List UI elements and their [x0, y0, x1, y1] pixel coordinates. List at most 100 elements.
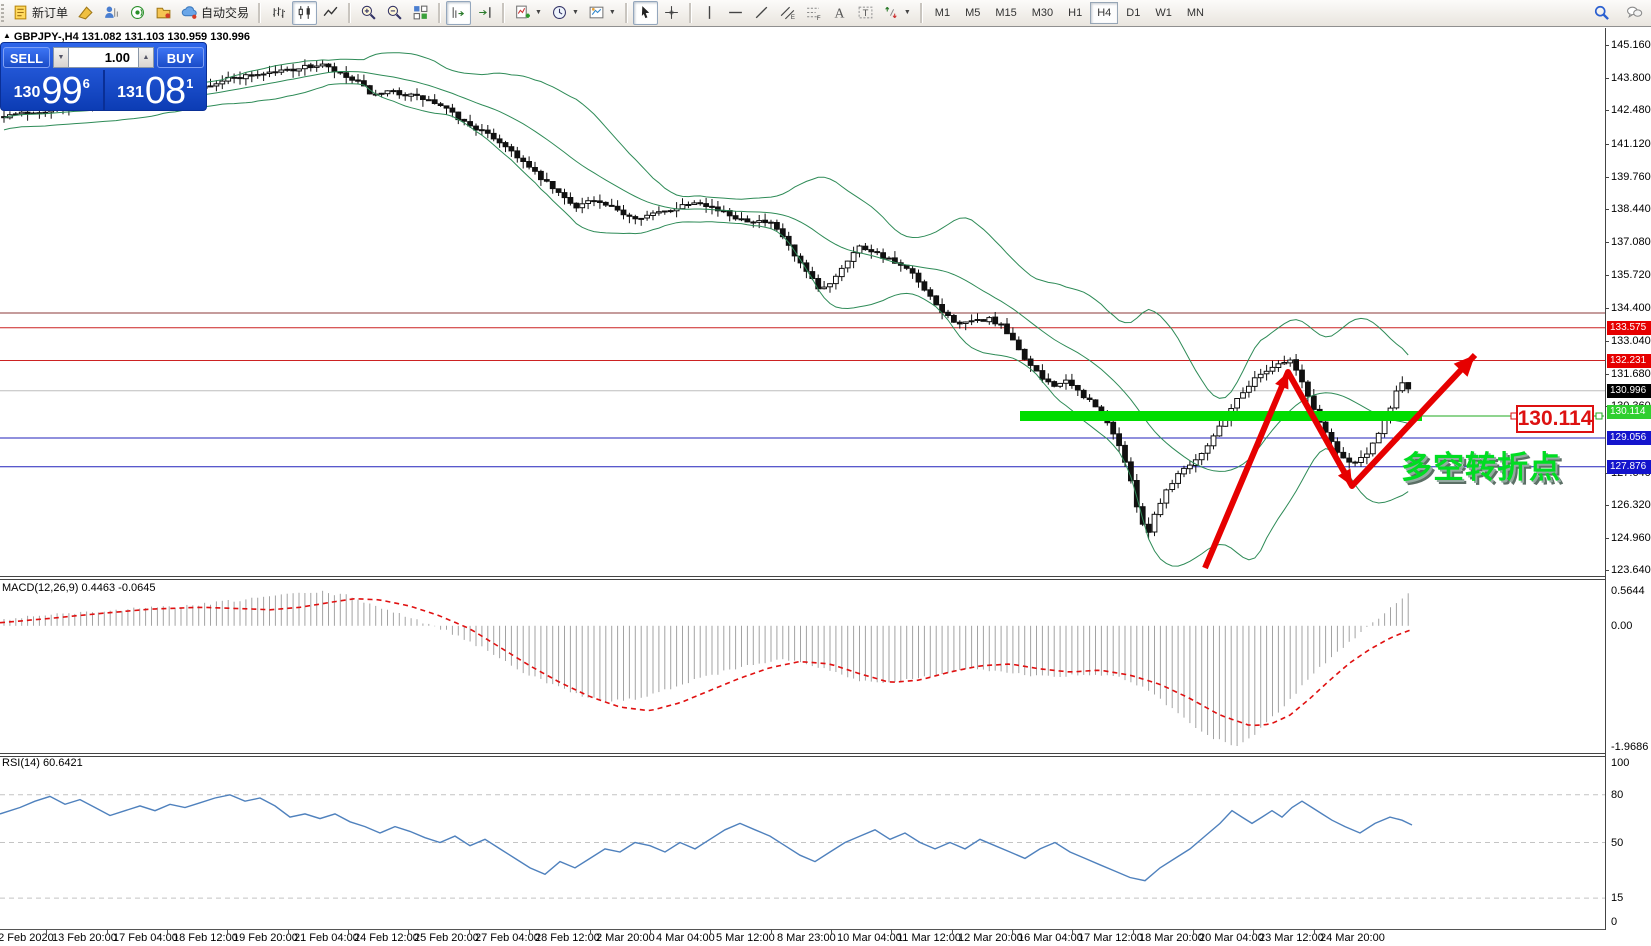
- timeframe-h4-button[interactable]: H4: [1090, 1, 1119, 24]
- time-tick-label: 27 Feb 04:00: [475, 932, 540, 944]
- new-order-button[interactable]: 新订单: [8, 1, 72, 25]
- price-badge: 127.876: [1607, 460, 1651, 474]
- rsi-tick-label: 100: [1611, 757, 1630, 769]
- time-tick-label: 25 Feb 20:00: [414, 932, 479, 944]
- time-tick-label: 12 Mar 20:00: [958, 932, 1023, 944]
- price-tick-label: 123.640: [1611, 564, 1651, 576]
- toolbar-separator: [688, 2, 692, 23]
- buy-button[interactable]: BUY: [157, 47, 204, 68]
- symbol-ohlc-readout: ▲ GBPJPY-,H4 131.082 131.103 130.959 130.…: [3, 31, 250, 43]
- sell-price-sup: 6: [82, 76, 90, 91]
- chevron-down-icon[interactable]: ▼: [571, 9, 579, 16]
- buy-price-sup: 1: [186, 76, 194, 91]
- price-tick-label: 143.800: [1611, 72, 1651, 84]
- turning-point-annotation[interactable]: 多空转折点: [1401, 450, 1561, 485]
- toolbar-separator: [502, 2, 506, 23]
- toolbar-separator: [919, 2, 923, 23]
- price-badge: 130.996: [1607, 384, 1651, 398]
- sell-price[interactable]: 130 99 6: [1, 70, 105, 110]
- time-tick-label: 28 Feb 12:00: [535, 932, 600, 944]
- rsi-indicator-label: RSI(14) 60.6421: [2, 757, 83, 769]
- time-tick-label: 23 Mar 12:00: [1259, 932, 1324, 944]
- rsi-tick-label: 80: [1611, 789, 1624, 801]
- price-badge: 129.056: [1607, 431, 1651, 445]
- time-tick-label: 24 Mar 20:00: [1320, 932, 1385, 944]
- price-tick-label: 126.320: [1611, 499, 1651, 511]
- volume-stepper: ▼ 1.00 ▲: [53, 47, 154, 68]
- chevron-down-icon[interactable]: ▼: [903, 9, 911, 16]
- price-tick-label: 134.400: [1611, 302, 1651, 314]
- timeframe-h1-button[interactable]: H1: [1068, 6, 1083, 19]
- time-tick-label: 4 Mar 04:00: [656, 932, 715, 944]
- timeframe-w1-button[interactable]: W1: [1155, 6, 1172, 19]
- chart-macd-separator[interactable]: [0, 576, 1651, 580]
- time-tick-label: 12 Feb 2020: [0, 932, 54, 944]
- price-tick-label: 124.960: [1611, 532, 1651, 544]
- cursor-button[interactable]: [632, 0, 658, 25]
- price-tick-label: 142.480: [1611, 104, 1651, 116]
- buy-price-prefix: 131: [117, 84, 144, 101]
- macd-indicator-label: MACD(12,26,9) 0.4463 -0.0645: [2, 582, 156, 594]
- time-tick-label: 20 Mar 04:00: [1199, 932, 1264, 944]
- time-tick-label: 11 Mar 12:00: [897, 932, 962, 944]
- time-tick-label: 18 Feb 12:00: [173, 932, 238, 944]
- timeframe-d1-button[interactable]: D1: [1126, 6, 1141, 19]
- timeframe-m30-button[interactable]: M30: [1031, 6, 1054, 19]
- macd-rsi-separator[interactable]: [0, 753, 1651, 757]
- toolbar-separator: [624, 2, 628, 23]
- macd-tick-label: 0.00: [1611, 620, 1633, 632]
- price-tick-label: 131.680: [1611, 368, 1651, 380]
- time-tick-label: 17 Feb 04:00: [113, 932, 178, 944]
- new-order-label: 新订单: [32, 6, 69, 20]
- price-axis[interactable]: 145.160 143.800 142.480 141.120 139.760 138.4…: [1605, 28, 1651, 930]
- autotrading-label: 自动交易: [201, 6, 250, 20]
- volume-increase-button[interactable]: ▲: [138, 47, 154, 68]
- time-tick-label: 8 Mar 23:00: [777, 932, 836, 944]
- sell-price-prefix: 130: [13, 84, 41, 101]
- price-level-flag[interactable]: 130.114: [1516, 405, 1594, 433]
- time-tick-label: 2 Mar 20:00: [596, 932, 655, 944]
- sell-price-big: 99: [41, 70, 82, 112]
- rsi-tick-label: 50: [1611, 837, 1624, 849]
- chevron-down-icon[interactable]: ▼: [535, 9, 542, 16]
- price-tick-label: 133.040: [1611, 335, 1651, 347]
- time-tick-label: 5 Mar 12:00: [716, 932, 775, 944]
- time-tick-label: 10 Mar 04:00: [837, 932, 902, 944]
- price-tick-label: 138.440: [1611, 203, 1651, 215]
- toolbar-separator: [348, 2, 352, 23]
- timeframe-m15-button[interactable]: M15: [995, 6, 1017, 19]
- macd-tick-label: -1.9686: [1611, 741, 1649, 753]
- macd-tick-label: 0.5644: [1611, 585, 1645, 597]
- periods-button[interactable]: ▼: [547, 1, 583, 25]
- indicators-button[interactable]: ▼: [510, 1, 546, 25]
- timeframe-mn-button[interactable]: MN: [1186, 6, 1204, 19]
- autotrading-button[interactable]: 自动交易: [177, 1, 253, 25]
- sell-button[interactable]: SELL: [3, 47, 50, 68]
- chevron-down-icon[interactable]: ▼: [608, 9, 616, 16]
- time-tick-label: 16 Mar 04:00: [1018, 932, 1083, 944]
- buy-price[interactable]: 131 08 1: [105, 70, 207, 110]
- price-badge: 132.231: [1607, 354, 1651, 368]
- time-tick-label: 13 Feb 20:00: [52, 932, 117, 944]
- toolbar: 新订单 自动交易 ▼ ▼ ▼ ▼ M1 M5 M15 M30 H1 H4 D1 W1 MN: [0, 0, 1651, 27]
- candlestick-button[interactable]: [292, 0, 318, 25]
- timeframe-m1-button[interactable]: M1: [934, 6, 951, 19]
- templates-button[interactable]: ▼: [584, 1, 620, 25]
- rsi-tick-label: 0: [1611, 916, 1618, 928]
- timeframe-m5-button[interactable]: M5: [965, 6, 981, 19]
- volume-decrease-button[interactable]: ▼: [53, 47, 69, 68]
- toolbar-grip: [1, 3, 4, 22]
- time-tick-label: 21 Feb 04:00: [294, 932, 359, 944]
- time-tick-label: 18 Mar 20:00: [1139, 932, 1204, 944]
- rsi-tick-label: 15: [1611, 892, 1624, 904]
- volume-field[interactable]: 1.00: [69, 47, 138, 68]
- price-tick-label: 139.760: [1611, 171, 1651, 183]
- price-tick-label: 141.120: [1611, 138, 1651, 150]
- price-badge: 130.114: [1607, 405, 1651, 419]
- time-axis-separator: [0, 929, 1651, 930]
- arrows-button[interactable]: ▼: [879, 1, 915, 25]
- panel-collapse-icon[interactable]: ▲: [3, 31, 11, 40]
- auto-scroll-button[interactable]: [446, 0, 472, 25]
